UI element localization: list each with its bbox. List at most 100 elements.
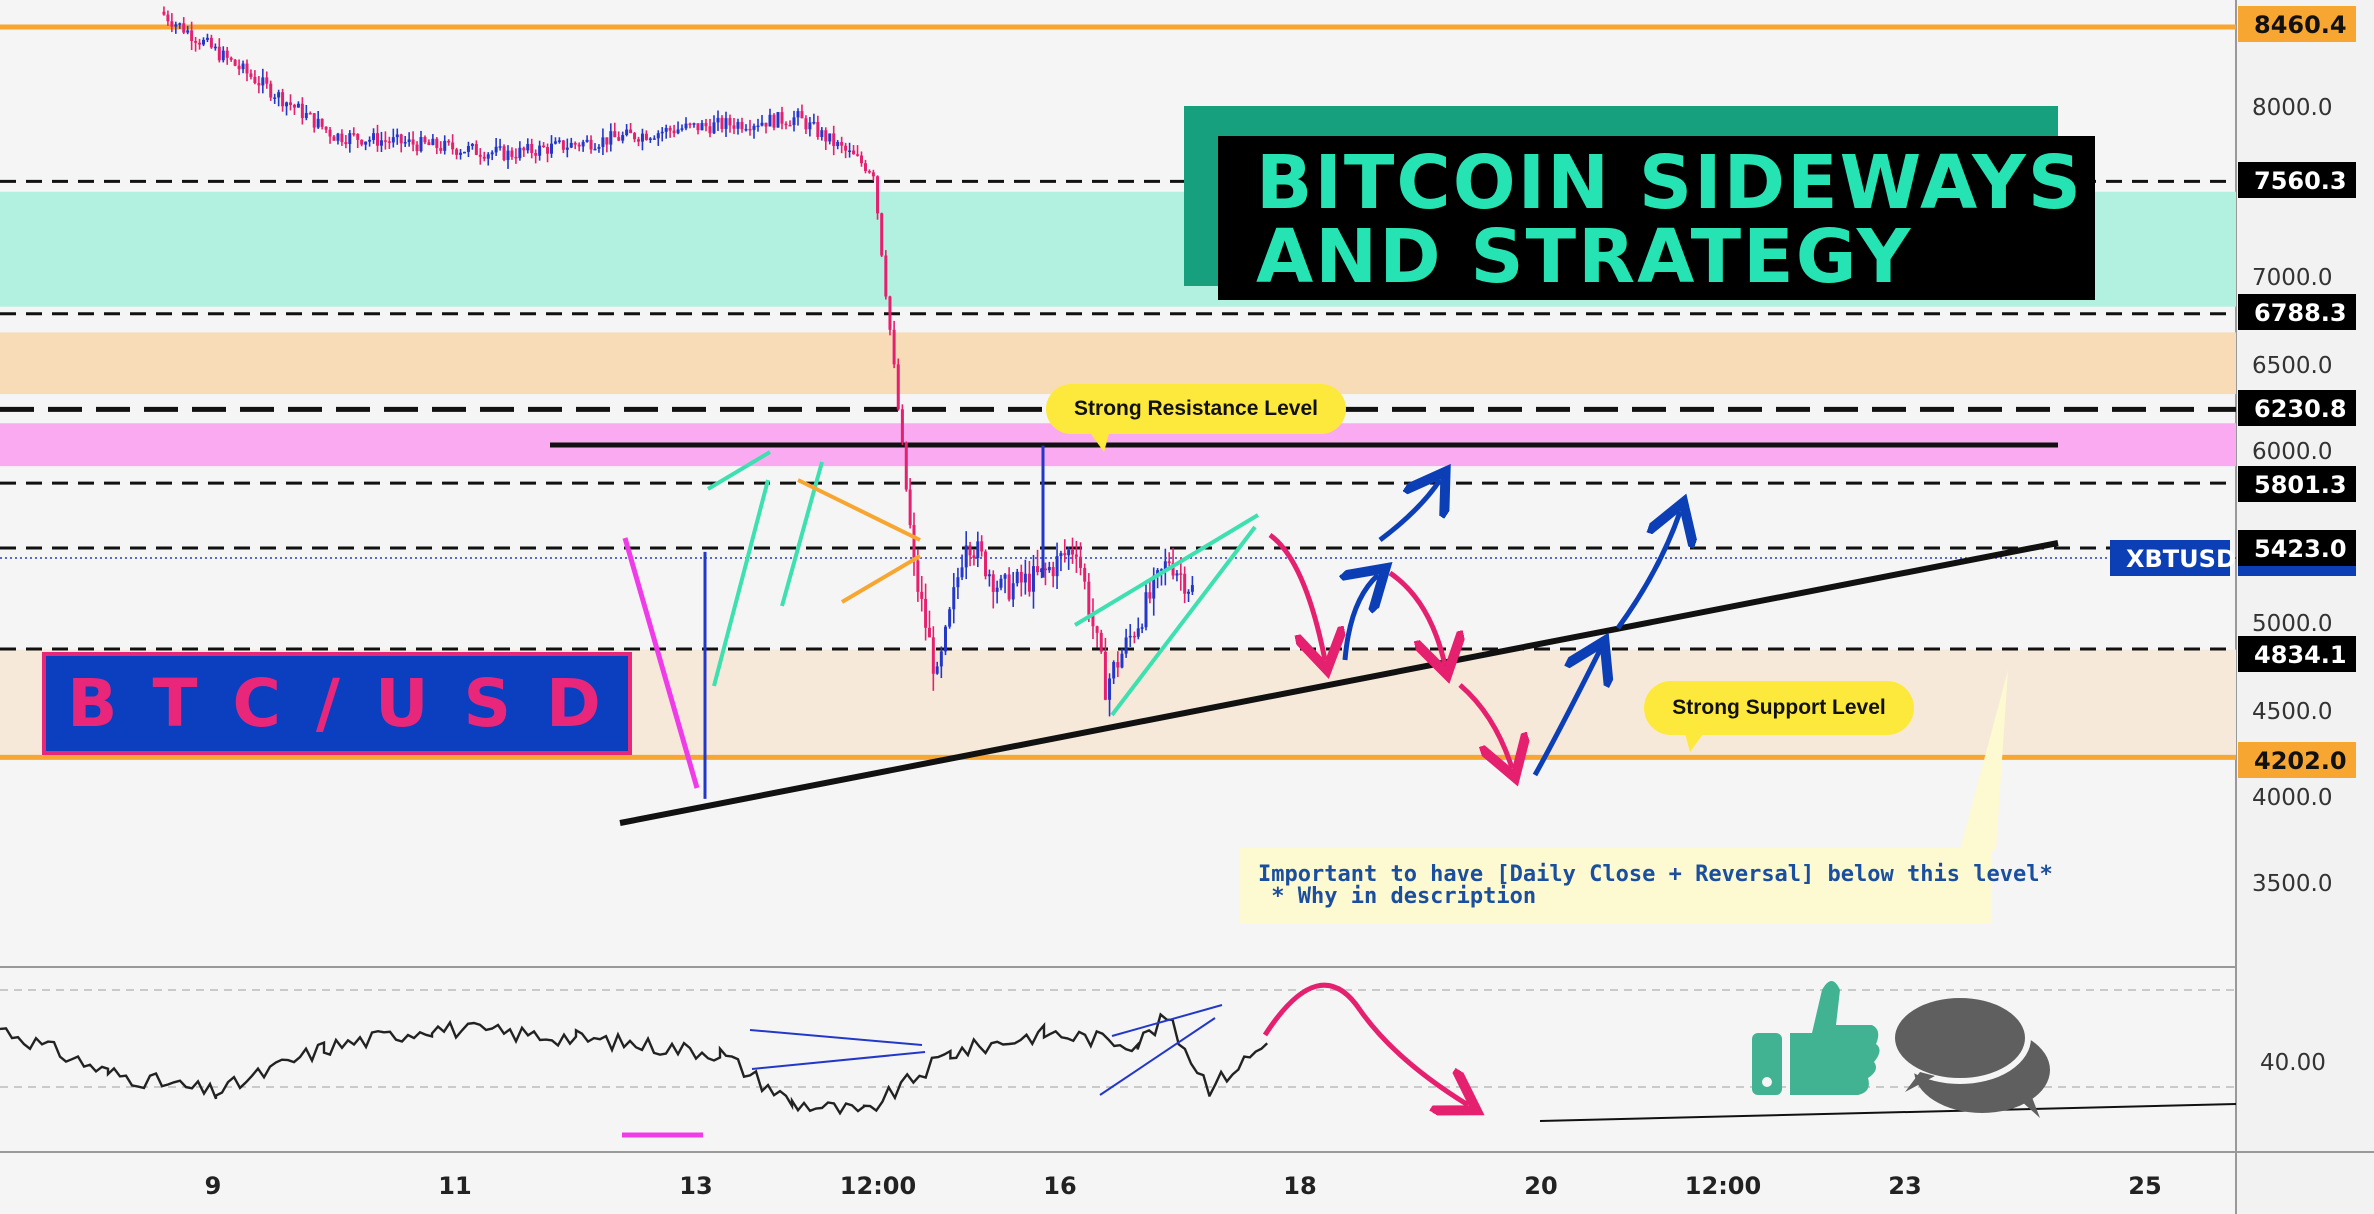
candle-body	[884, 255, 888, 297]
wedge-line	[780, 461, 824, 607]
indicator-trendline	[1539, 1103, 2237, 1122]
candle-body	[451, 142, 455, 150]
candle-body	[904, 442, 908, 490]
candle-body	[348, 133, 352, 145]
candle-body	[1183, 573, 1187, 594]
candle-body	[573, 142, 577, 145]
candle-body	[383, 140, 387, 142]
candle-body	[253, 76, 257, 84]
title-line-2: AND STRATEGY	[1256, 214, 1913, 300]
candle-body	[605, 137, 609, 145]
candle-body	[332, 136, 336, 141]
candle-body	[498, 146, 502, 148]
ticker-label: XBTUSD	[2126, 545, 2236, 573]
candle-body	[494, 146, 498, 153]
candle-body	[1163, 561, 1167, 570]
candle-body	[1132, 635, 1136, 638]
candle-body	[1167, 561, 1171, 564]
candle-body	[506, 150, 510, 160]
support-callout: Strong Support Level	[1644, 681, 1914, 735]
candle-body	[704, 123, 708, 127]
candle-body	[859, 155, 863, 164]
x-tick-label: 12:00	[1685, 1172, 1761, 1200]
candle-body	[561, 140, 565, 150]
wedge-line	[1073, 513, 1260, 627]
candle-body	[182, 23, 186, 33]
x-tick-label: 13	[679, 1172, 712, 1200]
candle-body	[463, 151, 466, 154]
candle-body	[696, 123, 700, 131]
candle-body	[995, 587, 999, 592]
price-box-6230	[2238, 390, 2356, 426]
candle-body	[1171, 563, 1175, 576]
y-tick-label: 5000.0	[2252, 611, 2332, 637]
x-tick-label: 16	[1043, 1172, 1076, 1200]
candle-body	[633, 133, 637, 140]
price-box-label: 4834.1	[2254, 641, 2347, 669]
indicator-down-arrow	[1262, 982, 1468, 1105]
candle-body	[403, 142, 407, 144]
candle-body	[900, 409, 904, 443]
candle-body	[285, 102, 289, 107]
candle-body	[1087, 581, 1091, 615]
candle-body	[999, 578, 1003, 588]
note-line-1: Important to have [Daily Close + Reversa…	[1258, 862, 2053, 887]
candle-body	[459, 152, 463, 155]
candle-body	[308, 113, 312, 115]
candle-body	[589, 139, 593, 150]
candle-body	[1148, 592, 1152, 599]
candle-body	[198, 42, 202, 45]
candle-body	[744, 128, 748, 131]
resistance-callout: Strong Resistance Level	[1046, 384, 1346, 434]
candle-body	[340, 133, 344, 143]
y-tick-label: 4500.0	[2252, 699, 2332, 725]
candle-body	[415, 144, 419, 152]
candle-body	[372, 133, 376, 140]
title-line-1: BITCOIN SIDEWAYS	[1256, 140, 2084, 226]
candle-body	[1095, 626, 1099, 633]
candle-body	[565, 147, 569, 150]
candle-body	[360, 139, 364, 145]
candle-body	[617, 137, 621, 141]
x-tick-label: 11	[438, 1172, 471, 1200]
candle-body	[640, 133, 644, 142]
candle-body	[804, 118, 808, 130]
candle-body	[828, 133, 832, 142]
candle-body	[194, 41, 198, 43]
candle-body	[419, 137, 423, 152]
candle-body	[908, 489, 912, 526]
candle-body	[237, 65, 241, 70]
candle-body	[820, 130, 824, 138]
candle-body	[784, 123, 788, 126]
candle-body	[1067, 549, 1071, 556]
candle-body	[1179, 573, 1183, 575]
candle-body	[920, 591, 924, 599]
y-tick-label: 3500.0	[2252, 871, 2332, 897]
candle-body	[178, 23, 182, 25]
candle-body	[684, 123, 688, 129]
candle-body	[1059, 553, 1063, 557]
price-box-label: 6788.3	[2254, 299, 2347, 327]
candle-body	[225, 50, 229, 58]
candle-body	[852, 150, 856, 155]
candle-body	[1190, 585, 1194, 592]
price-axis-panel	[2236, 0, 2374, 1214]
candle-body	[257, 83, 261, 86]
candle-body	[470, 143, 474, 147]
candle-body	[482, 156, 486, 159]
candle-body	[788, 124, 792, 127]
candle-body	[1108, 678, 1112, 700]
candle-body	[447, 140, 451, 143]
candle-body	[800, 111, 804, 119]
price-box-5423	[2238, 530, 2356, 566]
candle-body	[1136, 628, 1140, 637]
candle-body	[245, 63, 249, 74]
candle-body	[856, 154, 860, 156]
candle-body	[1099, 632, 1103, 652]
triangle-line	[840, 554, 922, 604]
candle-body	[312, 113, 316, 128]
candle-body	[1116, 662, 1120, 668]
candle-body	[229, 57, 233, 60]
candle-body	[692, 123, 696, 125]
